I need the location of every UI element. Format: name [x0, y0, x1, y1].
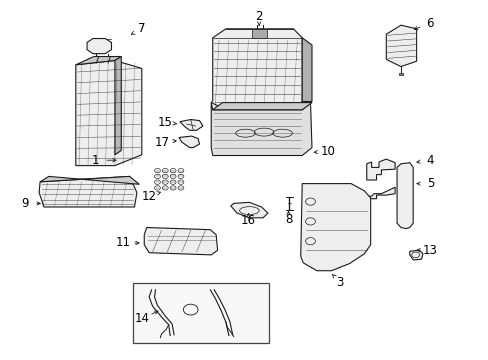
Polygon shape — [251, 29, 266, 38]
Polygon shape — [396, 163, 412, 229]
Polygon shape — [144, 228, 217, 255]
Text: 4: 4 — [426, 154, 433, 167]
Polygon shape — [366, 159, 394, 180]
Polygon shape — [180, 120, 203, 130]
Polygon shape — [398, 73, 402, 75]
Polygon shape — [302, 38, 311, 102]
Polygon shape — [87, 39, 111, 54]
Text: 2: 2 — [255, 10, 263, 23]
Text: 12: 12 — [142, 190, 156, 203]
Polygon shape — [300, 184, 370, 271]
Polygon shape — [211, 29, 302, 110]
Text: 13: 13 — [422, 244, 437, 257]
Polygon shape — [230, 202, 267, 218]
Polygon shape — [179, 136, 199, 148]
Polygon shape — [211, 103, 311, 156]
Polygon shape — [212, 103, 311, 110]
Text: 17: 17 — [155, 136, 169, 149]
Text: 10: 10 — [320, 145, 334, 158]
Polygon shape — [365, 187, 394, 199]
Bar — [133, 283, 268, 343]
Polygon shape — [76, 57, 121, 65]
Text: 11: 11 — [116, 237, 130, 249]
Text: 14: 14 — [134, 312, 149, 325]
Text: 9: 9 — [21, 197, 29, 210]
Text: 16: 16 — [241, 214, 255, 227]
Text: 5: 5 — [426, 177, 433, 190]
Text: 7: 7 — [138, 22, 145, 35]
Polygon shape — [40, 176, 139, 184]
Text: 15: 15 — [158, 116, 172, 129]
Text: 6: 6 — [426, 17, 433, 30]
Polygon shape — [409, 250, 422, 260]
Polygon shape — [39, 176, 137, 207]
Text: 8: 8 — [284, 213, 292, 226]
Polygon shape — [115, 57, 121, 155]
Text: 1: 1 — [91, 154, 99, 167]
Polygon shape — [76, 60, 142, 166]
Text: 3: 3 — [335, 276, 343, 289]
Polygon shape — [386, 25, 416, 67]
